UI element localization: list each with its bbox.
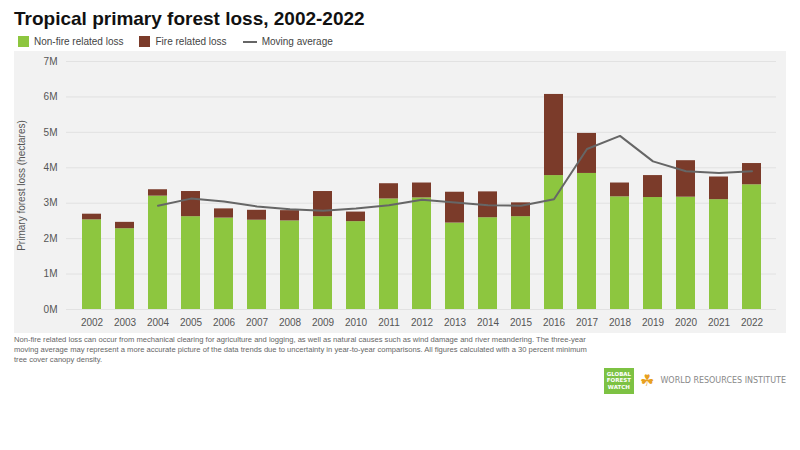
svg-text:2006: 2006 xyxy=(213,317,236,328)
svg-text:2016: 2016 xyxy=(543,317,566,328)
svg-text:2010: 2010 xyxy=(345,317,368,328)
svg-text:2015: 2015 xyxy=(510,317,533,328)
svg-text:2004: 2004 xyxy=(147,317,170,328)
svg-text:2013: 2013 xyxy=(444,317,467,328)
html-text:moving average may represent a: moving average may represent a more accu… xyxy=(14,344,587,354)
svg-text:2021: 2021 xyxy=(708,317,731,328)
svg-text:2005: 2005 xyxy=(180,317,203,328)
svg-text:2014: 2014 xyxy=(477,317,500,328)
html-text:Moving average: Moving average xyxy=(261,36,333,47)
svg-text:1M: 1M xyxy=(44,268,58,279)
html-text:Non-fire related loss: Non-fire related loss xyxy=(34,36,124,47)
svg-text:2012: 2012 xyxy=(411,317,434,328)
svg-text:2M: 2M xyxy=(44,233,58,244)
svg-text:2022: 2022 xyxy=(741,317,764,328)
svg-text:2009: 2009 xyxy=(312,317,335,328)
svg-text:2002: 2002 xyxy=(81,317,104,328)
svg-text:2019: 2019 xyxy=(642,317,665,328)
svg-text:Primary forest loss (hectares): Primary forest loss (hectares) xyxy=(16,120,27,251)
svg-text:5M: 5M xyxy=(44,127,58,138)
html-text:GLOBAL FOREST WATCH: GLOBAL FOREST WATCH xyxy=(606,370,632,391)
svg-text:2008: 2008 xyxy=(279,317,302,328)
svg-text:6M: 6M xyxy=(44,91,58,102)
html-text:tree cover canopy density.: tree cover canopy density. xyxy=(14,354,103,364)
svg-text:2011: 2011 xyxy=(378,317,400,328)
html-text:Fire related loss: Fire related loss xyxy=(155,36,227,47)
svg-text:4M: 4M xyxy=(44,162,58,173)
svg-text:2003: 2003 xyxy=(114,317,137,328)
html-text:Tropical primary forest loss,: Tropical primary forest loss, 2002-2022 xyxy=(14,8,365,29)
html-text:Non-fire related loss can occu: Non-fire related loss can occur from mec… xyxy=(14,335,586,344)
svg-text:2020: 2020 xyxy=(675,317,698,328)
svg-text:2007: 2007 xyxy=(246,317,269,328)
svg-text:0M: 0M xyxy=(44,304,58,315)
svg-text:7M: 7M xyxy=(44,56,58,67)
html-text:☘ WORLD RESOURCES INSTITUTE: ☘ WORLD RESOURCES INSTITUTE xyxy=(640,370,786,390)
svg-text:3M: 3M xyxy=(44,197,58,208)
svg-text:2018: 2018 xyxy=(609,317,632,328)
svg-text:2017: 2017 xyxy=(576,317,599,328)
